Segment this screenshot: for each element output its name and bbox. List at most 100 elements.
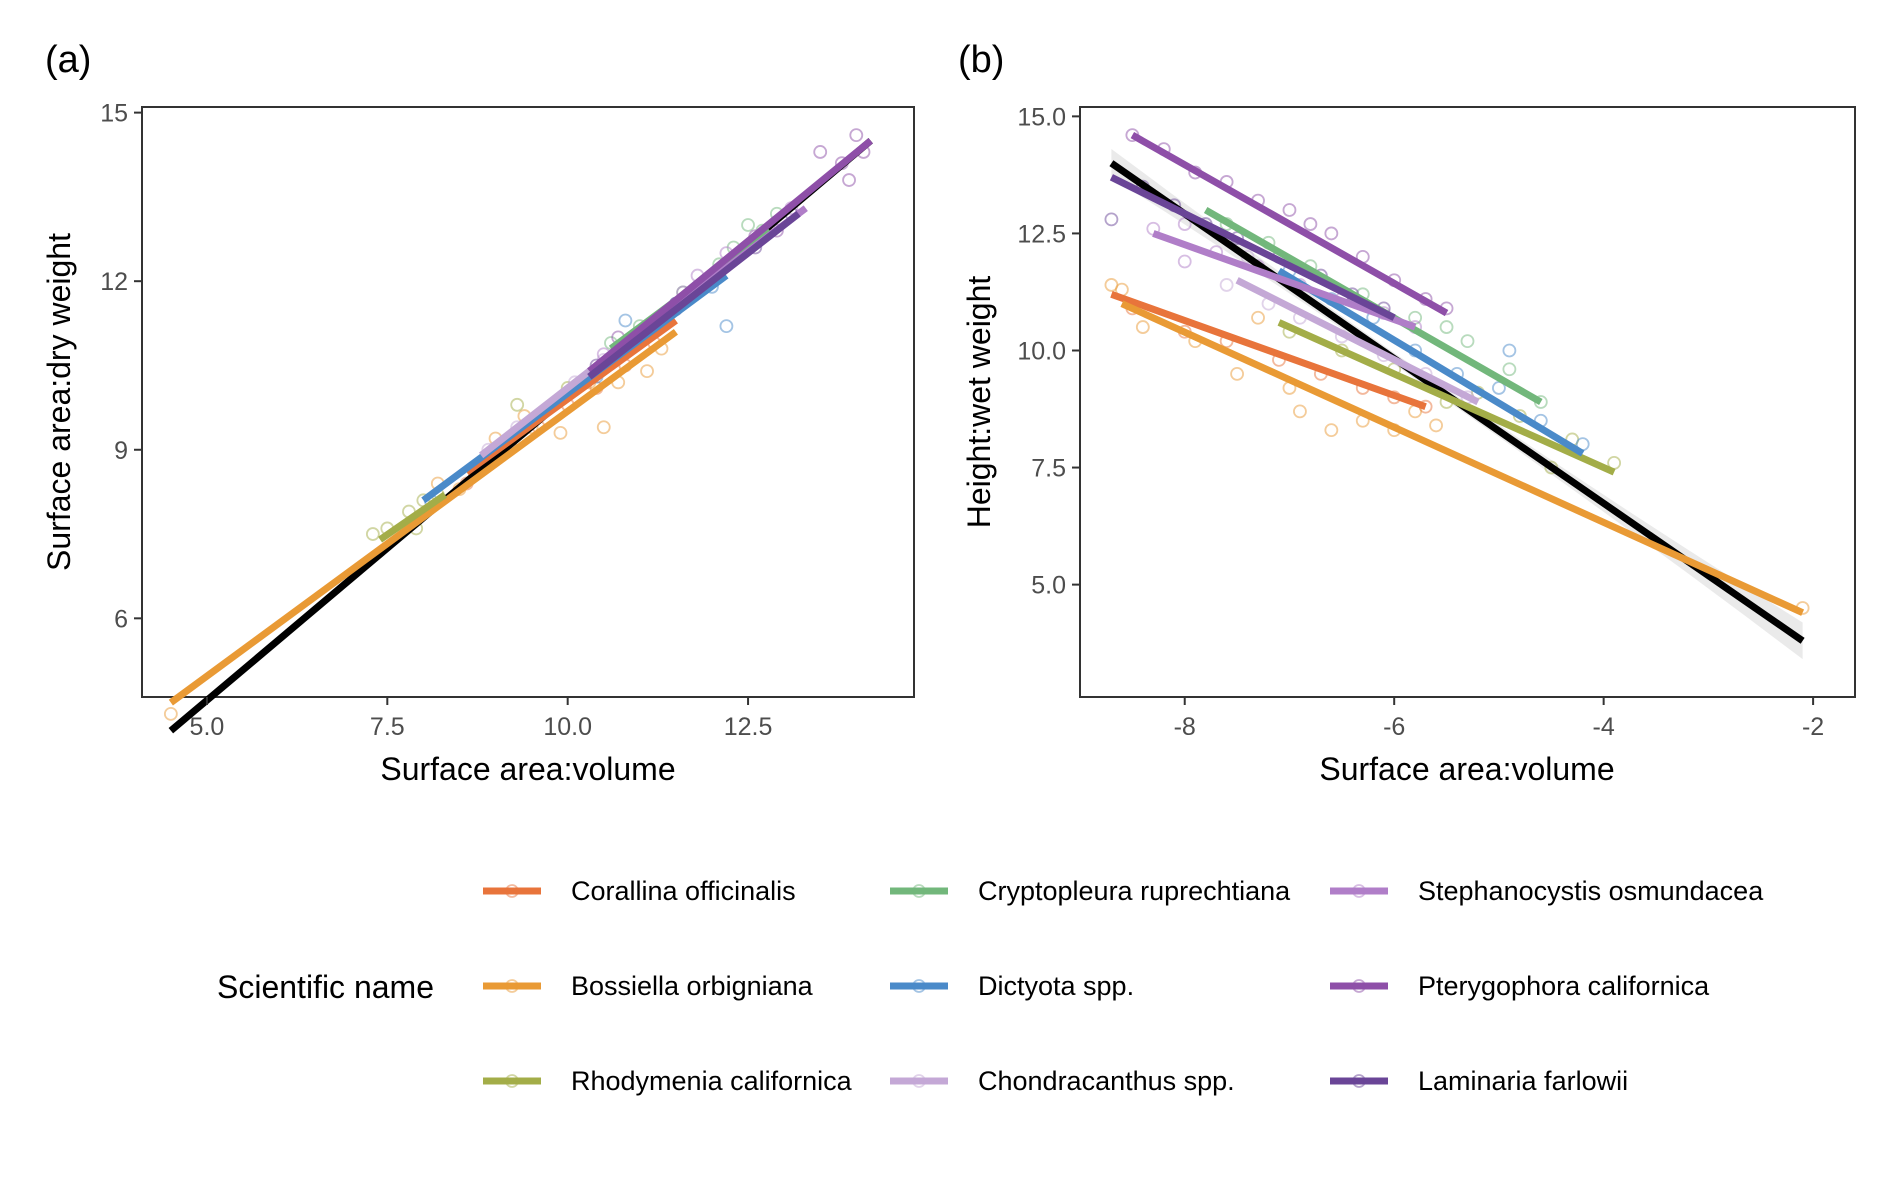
panel-b: (b) -8 -6 -4 -2 5.0 7.5 10.0 12.5 15.0 Surface a…	[958, 39, 1856, 787]
panel-a-x-tick-label: 5.0	[190, 713, 225, 741]
panel-a-point-dictyota-spp	[719, 319, 734, 334]
panel-b-fit-line-corallina-officinalis	[1110, 291, 1427, 410]
panel-b-data	[1104, 128, 1810, 660]
legend-swatch-point	[1352, 884, 1366, 898]
legend-label: Chondracanthus spp.	[978, 1066, 1235, 1096]
panel-b-point-chondracanthus-spp	[1219, 278, 1234, 292]
panel-a-y-tick-label: 6	[114, 605, 128, 633]
panel-a-point-rhodymenia-californica	[365, 527, 380, 541]
panel-b-point-bossiella-orbigniana	[1293, 404, 1307, 419]
panel-a-data	[163, 128, 873, 734]
panel-b-point-bossiella-orbigniana	[1251, 310, 1265, 325]
panel-a-point-dictyota-spp	[618, 313, 633, 328]
panel-b-fit-line-bossiella-orbigniana	[1120, 300, 1805, 616]
legend-swatch-point	[505, 979, 519, 993]
panel-b-y-axis-label: Height:wet weight	[961, 276, 997, 529]
panel-b-x-tick-label: -6	[1383, 713, 1405, 741]
panel-b-point-cryptopleura-ruprechtiana	[1439, 320, 1454, 334]
panel-b-fit-line-dictyota-spp	[1277, 267, 1585, 457]
panel-b-y-tick-label: 12.5	[1017, 220, 1066, 248]
legend-item-cryptopleura-ruprechtiana: Cryptopleura ruprechtiana	[890, 876, 1291, 906]
legend-item-chondracanthus-spp: Chondracanthus spp.	[890, 1066, 1235, 1096]
panel-a-y-tick-label: 15	[100, 100, 128, 128]
legend-swatch-point	[912, 884, 926, 898]
legend-swatch-point	[912, 979, 926, 993]
panel-b-point-dictyota-spp	[1502, 343, 1517, 358]
panel-a-x-tick-label: 12.5	[724, 713, 773, 741]
panel-a-x-tick-label: 10.0	[543, 713, 592, 741]
legend-label: Pterygophora californica	[1418, 971, 1710, 1001]
legend-item-rhodymenia-californica: Rhodymenia californica	[483, 1066, 853, 1096]
panel-a-point-pterygophora-californica	[849, 128, 864, 142]
legend-item-pterygophora-californica: Pterygophora californica	[1330, 971, 1710, 1001]
legend-item-bossiella-orbigniana: Bossiella orbigniana	[483, 971, 814, 1001]
panel-b-y-tick-label: 5.0	[1031, 572, 1066, 600]
panel-b-point-bossiella-orbigniana	[1324, 423, 1339, 437]
panel-a-point-bossiella-orbigniana	[553, 426, 568, 440]
legend-item-stephanocystis-osmundacea: Stephanocystis osmundacea	[1330, 876, 1764, 906]
legend: Scientific name Corallina officinalis Bos…	[217, 876, 1764, 1096]
panel-b-x-axis-label: Surface area:volume	[1319, 751, 1614, 787]
legend-label: Bossiella orbigniana	[571, 971, 814, 1001]
legend-label: Laminaria farlowii	[1418, 1066, 1628, 1096]
panel-b-point-cryptopleura-ruprechtiana	[1460, 334, 1475, 349]
panel-a-ticks: 5.0 7.5 10.0 12.5 6 9 12 15	[100, 100, 772, 741]
panel-b-y-tick-label: 10.0	[1017, 337, 1066, 365]
panel-b-point-bossiella-orbigniana	[1135, 320, 1150, 334]
panel-b-point-laminaria-farlowii	[1104, 212, 1119, 227]
panel-b-ticks: -8 -6 -4 -2 5.0 7.5 10.0 12.5 15.0	[1017, 103, 1824, 741]
panel-a-fit-line-pterygophora-californica	[587, 138, 873, 374]
panel-a-y-tick-label: 9	[114, 437, 128, 465]
panel-b-x-tick-label: -4	[1593, 713, 1615, 741]
legend-label: Cryptopleura ruprechtiana	[978, 876, 1291, 906]
legend-swatch-point	[505, 884, 519, 898]
panel-a-point-rhodymenia-californica	[510, 397, 525, 412]
panel-a: (a) 5.0 7.5 10.0 12.5 6 9 12 15 Surface area:vo…	[41, 39, 915, 787]
panel-b-fit-line-pterygophora-californica	[1130, 132, 1449, 317]
panel-b-y-tick-label: 7.5	[1031, 455, 1066, 483]
panel-a-x-axis-label: Surface area:volume	[380, 751, 675, 787]
panel-a-y-tick-label: 12	[100, 268, 128, 296]
panel-b-fit-line-rhodymenia-californica	[1277, 319, 1616, 476]
legend-label: Rhodymenia californica	[571, 1066, 853, 1096]
panel-a-fit-line-corallina-officinalis	[464, 317, 678, 476]
panel-b-fit-line-laminaria-farlowii	[1109, 174, 1396, 321]
panel-a-fit-line-bossiella-orbigniana	[168, 328, 678, 706]
legend-label: Stephanocystis osmundacea	[1418, 876, 1764, 906]
legend-item-dictyota-spp: Dictyota spp.	[890, 971, 1134, 1001]
panel-a-label: (a)	[45, 39, 91, 81]
legend-swatch-point	[1352, 1074, 1366, 1088]
panel-b-fit-line-chondracanthus-spp	[1235, 277, 1480, 406]
panel-a-fit-line-laminaria-farlowii	[587, 211, 801, 380]
legend-swatch-point	[912, 1074, 926, 1088]
panel-b-point-bossiella-orbigniana	[1230, 367, 1244, 381]
panel-b-point-pterygophora-californica	[1303, 217, 1318, 231]
legend-items: Corallina officinalis Bossiella orbignian…	[483, 876, 1764, 1096]
panel-a-point-pterygophora-californica	[813, 145, 828, 159]
legend-label: Corallina officinalis	[571, 876, 796, 906]
legend-item-corallina-officinalis: Corallina officinalis	[483, 876, 796, 906]
panel-a-point-bossiella-orbigniana	[163, 706, 178, 721]
legend-title: Scientific name	[217, 969, 434, 1005]
legend-swatch-point	[1352, 979, 1366, 993]
panel-b-x-tick-label: -8	[1174, 713, 1196, 741]
panel-b-x-tick-label: -2	[1802, 713, 1824, 741]
legend-label: Dictyota spp.	[978, 971, 1134, 1001]
panel-b-y-tick-label: 15.0	[1017, 103, 1066, 131]
panel-b-label: (b)	[958, 39, 1004, 81]
panel-a-point-bossiella-orbigniana	[596, 420, 611, 435]
panel-b-point-pterygophora-californica	[1324, 226, 1339, 241]
panel-b-fit-line-stephanocystis-osmundacea	[1152, 230, 1417, 331]
panel-b-point-pterygophora-californica	[1282, 203, 1297, 217]
panel-b-point-cryptopleura-ruprechtiana	[1502, 362, 1517, 377]
panel-a-point-pterygophora-californica	[842, 173, 856, 187]
panel-a-point-bossiella-orbigniana	[640, 364, 654, 378]
panel-a-point-cryptopleura-ruprechtiana	[741, 218, 755, 232]
panel-a-plot-area	[141, 106, 915, 698]
panel-a-y-axis-label: Surface area:dry weight	[41, 233, 77, 571]
legend-item-laminaria-farlowii: Laminaria farlowii	[1330, 1066, 1628, 1096]
panel-b-point-bossiella-orbigniana	[1429, 418, 1443, 433]
legend-swatch-point	[505, 1074, 519, 1088]
panel-a-x-tick-label: 7.5	[370, 713, 405, 741]
